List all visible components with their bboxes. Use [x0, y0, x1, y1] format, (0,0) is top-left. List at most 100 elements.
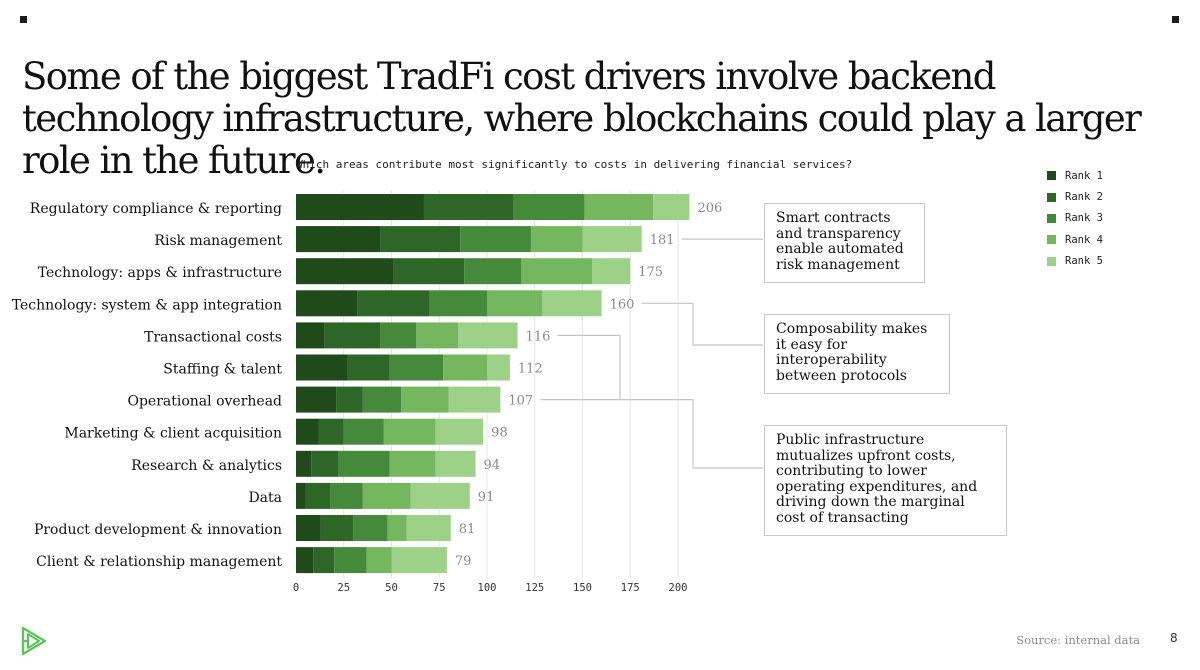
- x-tick-label: 200: [669, 582, 688, 594]
- legend-item-rank-5: Rank 5: [1047, 251, 1103, 272]
- bar-segment: [429, 290, 487, 317]
- bar-segment: [521, 258, 593, 285]
- bar-segment: [401, 386, 449, 413]
- corner-marker-left: [20, 16, 27, 23]
- chart-legend: Rank 1 Rank 2 Rank 3 Rank 4 Rank 5: [1047, 165, 1103, 272]
- bar-segment: [334, 547, 367, 574]
- total-label: 94: [484, 458, 501, 473]
- chart-subtitle: Which areas contribute most significantl…: [296, 158, 853, 171]
- bar-segment: [324, 322, 381, 349]
- callout-text: Composability makes it easy for interope…: [776, 321, 928, 384]
- bar-segment: [343, 418, 384, 445]
- bar-segment: [357, 290, 430, 317]
- bar-segment: [380, 322, 417, 349]
- source-note: Source: internal data: [1016, 633, 1140, 647]
- category-label: Transactional costs: [144, 329, 282, 345]
- legend-swatch: [1047, 235, 1056, 245]
- callout-public-infrastructure: Public infrastructure mutualizes upfront…: [764, 425, 1007, 536]
- bar-segment: [530, 226, 583, 253]
- bar-segment: [464, 258, 522, 285]
- legend-item-rank-1: Rank 1: [1047, 165, 1103, 186]
- bar-segment: [391, 547, 447, 574]
- bar-segment: [584, 194, 654, 220]
- bar-segment: [336, 386, 363, 413]
- bar-segment: [320, 515, 354, 541]
- bar-segment: [460, 226, 531, 253]
- legend-label: Rank 2: [1065, 191, 1103, 204]
- category-label: Technology: system & app integration: [12, 297, 282, 313]
- legend-label: Rank 4: [1065, 233, 1103, 246]
- bar-segment: [305, 482, 331, 509]
- bar-segment: [435, 418, 484, 445]
- legend-swatch: [1047, 192, 1056, 202]
- bar-segment: [513, 194, 585, 220]
- bar-segment: [592, 258, 631, 285]
- x-tick-label: 150: [573, 582, 592, 594]
- bar-segment: [296, 450, 312, 477]
- category-label: Product development & innovation: [34, 522, 282, 538]
- bar-segment: [406, 515, 451, 541]
- bar-segment: [410, 482, 470, 509]
- bar-segment: [296, 515, 321, 541]
- bar-segment: [389, 450, 436, 477]
- page-number: 8: [1170, 631, 1178, 645]
- bar-segment: [458, 322, 518, 349]
- total-label: 206: [697, 201, 722, 216]
- category-label: Operational overhead: [127, 394, 282, 410]
- bar-segment: [330, 482, 363, 509]
- bar-segment: [362, 386, 402, 413]
- legend-label: Rank 5: [1065, 255, 1103, 268]
- play-triangle-logo-icon: [20, 626, 48, 660]
- category-label: Technology: apps & infrastructure: [38, 265, 282, 281]
- bar-segment: [542, 290, 602, 317]
- callout-composability: Composability makes it easy for interope…: [764, 314, 950, 394]
- connector-line: [641, 302, 763, 346]
- legend-item-rank-4: Rank 4: [1047, 229, 1103, 250]
- category-label: Client & relationship management: [36, 554, 282, 570]
- x-tick-label: 100: [478, 582, 497, 594]
- bar-segment: [296, 290, 358, 317]
- bar-segment: [296, 322, 325, 349]
- legend-swatch: [1047, 171, 1056, 181]
- page-title: Some of the biggest TradFi cost drivers …: [22, 55, 1142, 182]
- connector-line: [557, 334, 621, 400]
- connector-line: [540, 399, 763, 469]
- x-tick-label: 75: [433, 582, 446, 594]
- bar-segment: [416, 322, 459, 349]
- bar-segment: [318, 418, 344, 445]
- bar-segment: [389, 354, 444, 381]
- bar-segment: [487, 354, 510, 381]
- total-label: 79: [455, 554, 472, 569]
- legend-swatch: [1047, 256, 1056, 266]
- x-tick-label: 25: [337, 582, 350, 594]
- bar-segment: [435, 450, 476, 477]
- total-label: 98: [491, 426, 508, 441]
- total-label: 116: [526, 329, 551, 344]
- bar-segment: [296, 258, 394, 285]
- legend-item-rank-3: Rank 3: [1047, 208, 1103, 229]
- legend-label: Rank 3: [1065, 212, 1103, 225]
- corner-marker-right: [1172, 16, 1179, 23]
- category-label: Regulatory compliance & reporting: [30, 201, 282, 217]
- x-tick-label: 0: [293, 582, 299, 594]
- category-label: Data: [248, 490, 282, 506]
- bar-segment: [296, 354, 348, 381]
- bar-segment: [296, 482, 306, 509]
- x-tick-label: 50: [385, 582, 398, 594]
- bar-segment: [296, 547, 314, 574]
- category-label: Research & analytics: [131, 458, 282, 474]
- bar-segment: [353, 515, 388, 541]
- bar-segment: [423, 194, 514, 220]
- legend-swatch: [1047, 213, 1056, 223]
- bar-segment: [582, 226, 642, 253]
- bar-segment: [311, 450, 339, 477]
- bar-segment: [296, 386, 337, 413]
- bar-segment: [653, 194, 690, 220]
- bar-segment: [362, 482, 411, 509]
- callout-risk-management: Smart contracts and transparency enable …: [764, 203, 925, 283]
- category-label: Staffing & talent: [163, 362, 282, 378]
- total-label: 181: [650, 233, 675, 248]
- callout-text: Public infrastructure mutualizes upfront…: [776, 432, 978, 526]
- bar-segment: [313, 547, 335, 574]
